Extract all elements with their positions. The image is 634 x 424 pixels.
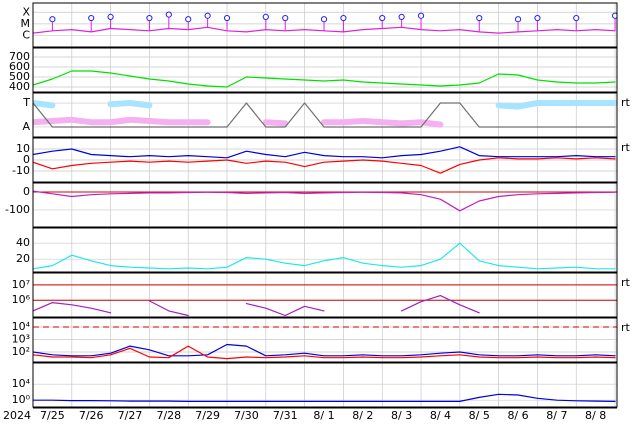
year-label: 2024 [3,409,31,422]
flare-marker [534,14,541,22]
y-tick-label: X [22,5,30,18]
y-tick-label: A [22,120,30,133]
panel-frame [32,92,618,138]
x-tick-label: 8/ 3 [391,409,412,422]
right-label: rt [621,276,631,289]
y-tick-label: 0 [23,185,30,198]
y-tick-label: M [21,17,31,30]
data-line [33,295,480,317]
data-line [33,393,616,402]
y-tick-label: -10 [12,164,30,177]
flare-marker [204,12,211,19]
panel [33,48,617,92]
y-tick-label: 600 [9,60,30,73]
data-line [33,343,616,357]
panel [33,228,617,272]
y-tick-label: 700 [9,50,30,63]
x-tick-label: 8/ 1 [313,409,334,422]
y-tick-label: 10⁴ [12,320,31,333]
flare-marker [320,16,328,23]
x-tick-label: 8/ 5 [469,409,490,422]
data-band [33,120,479,127]
flare-marker [398,13,405,20]
flare-marker [107,13,114,20]
flare-marker [611,12,617,19]
x-tick-label: 7/29 [195,409,220,422]
flare-marker [417,12,425,19]
right-label: rt [621,321,631,334]
data-line [33,242,616,270]
y-tick-label: 10² [12,345,30,358]
y-tick-label: 10⁷ [12,278,30,291]
data-line [33,190,616,212]
y-tick-label: 10³ [12,332,30,345]
y-tick-label: T [22,96,30,109]
x-tick-label: 7/26 [79,409,104,422]
flare-marker [573,14,580,22]
x-tick-label: 8/ 7 [546,409,567,422]
panel-frame [32,272,618,318]
y-tick-label: 10 [16,142,30,155]
y-tick-label: 0 [23,153,30,166]
x-tick-label: 7/28 [156,409,181,422]
y-tick-label: 40 [16,236,30,249]
y-tick-label: C [22,28,30,41]
flare-marker [88,14,95,22]
panel [33,318,617,362]
data-line [33,70,616,88]
y-tick-label: 10⁴ [12,377,31,390]
x-tick-label: 7/30 [234,409,259,422]
x-tick-label: 7/31 [273,409,298,422]
x-tick-label: 8/ 4 [430,409,451,422]
y-tick-label: 20 [16,252,30,265]
right-label: rt [621,141,631,154]
x-tick-label: 8/ 8 [585,409,606,422]
x-tick-label: 8/ 6 [507,409,528,422]
panel-frame [32,47,618,93]
panel [33,273,617,317]
flare-marker [146,14,153,22]
x-tick-label: 7/27 [118,409,143,422]
x-tick-label: 7/25 [40,409,65,422]
flare-marker [262,13,269,20]
y-tick-label: 500 [9,70,30,83]
data-line [33,146,616,159]
flare-marker [340,14,347,22]
flare-marker [185,16,192,23]
panel [33,93,617,137]
data-line [33,102,616,128]
right-label: rt [621,96,631,109]
data-band [33,100,617,110]
panel-frame [32,227,618,273]
panel [33,3,617,47]
y-tick-label: 10⁰ [12,393,31,406]
flare-marker [379,14,386,22]
flare-marker [49,16,56,23]
flare-marker [282,14,289,22]
panel [33,138,617,182]
flare-marker [165,11,172,18]
data-line [33,345,616,360]
panel-frame [32,2,618,48]
flare-marker [476,14,483,22]
y-tick-label: -100 [5,203,30,216]
y-tick-label: 10⁶ [12,293,31,306]
flare-marker [223,14,231,22]
x-tick-label: 8/ 2 [352,409,373,422]
y-tick-label: 400 [9,80,30,93]
panel-frame [32,182,618,228]
panel [33,183,617,227]
panel [33,363,617,407]
flare-marker [514,16,522,23]
data-line [33,157,616,174]
